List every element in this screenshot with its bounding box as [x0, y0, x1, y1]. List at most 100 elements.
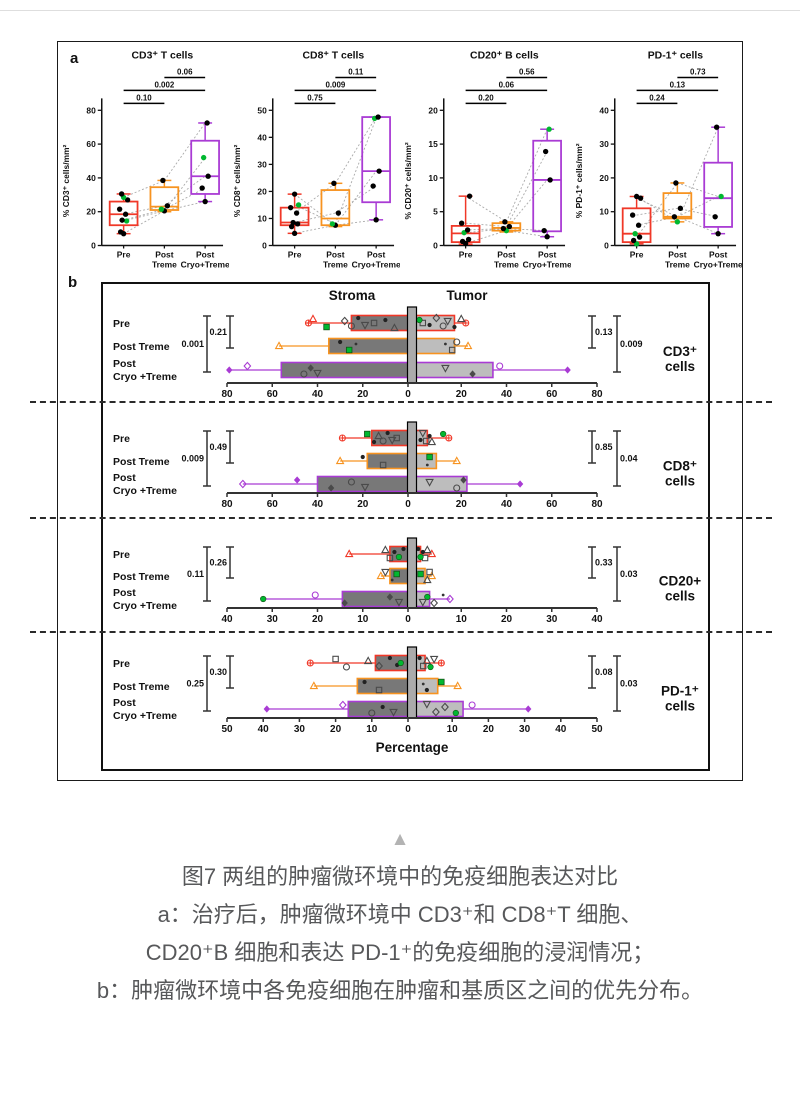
svg-text:30: 30 — [257, 159, 267, 169]
row-cd3-dist-0: Pre — [113, 313, 470, 332]
points-0 — [458, 193, 473, 247]
svg-text:Treme: Treme — [152, 259, 177, 269]
svg-text:0.25: 0.25 — [186, 679, 204, 689]
svg-text:0: 0 — [433, 240, 438, 250]
svg-text:10: 10 — [366, 724, 378, 735]
svg-text:0.49: 0.49 — [209, 442, 227, 452]
svg-text:20: 20 — [330, 724, 342, 735]
svg-text:0.03: 0.03 — [620, 569, 638, 579]
svg-text:0: 0 — [405, 389, 411, 400]
svg-text:Stroma: Stroma — [329, 288, 376, 303]
points-0 — [629, 193, 644, 247]
dashed-separator-2 — [30, 517, 772, 519]
svg-text:Cryo +Treme: Cryo +Treme — [113, 600, 177, 612]
svg-text:20: 20 — [257, 186, 267, 196]
svg-text:0.06: 0.06 — [177, 68, 193, 77]
svg-text:0: 0 — [91, 240, 96, 250]
svg-text:CD8⁺ T cells: CD8⁺ T cells — [303, 51, 365, 62]
panel-a-boxplots: CD3⁺ T cells % CD3⁺ cells/mm² 0 20 40 60 80 Pre… — [58, 44, 742, 278]
svg-text:Post: Post — [538, 249, 556, 259]
svg-text:10: 10 — [599, 207, 609, 217]
svg-text:CD3⁺ T cells: CD3⁺ T cells — [132, 51, 194, 62]
svg-text:cells: cells — [665, 474, 695, 489]
svg-text:0.11: 0.11 — [187, 569, 204, 579]
boxplot-pd1: PD-1⁺ cells % PD-1⁺ cells/mm² 0 10 20 30 40 Pre… — [574, 51, 742, 270]
svg-text:20: 20 — [428, 105, 438, 115]
svg-text:0: 0 — [405, 614, 411, 625]
row-cd20-dist-0: Pre — [113, 545, 437, 563]
svg-text:0.06: 0.06 — [499, 80, 515, 89]
svg-text:cells: cells — [665, 589, 695, 604]
points-2 — [370, 114, 382, 223]
svg-text:Post: Post — [113, 587, 136, 599]
svg-text:cells: cells — [665, 699, 695, 714]
svg-text:Pre: Pre — [459, 249, 473, 259]
svg-text:Cryo+Treme: Cryo+Treme — [694, 259, 742, 269]
boxplot-cd8: CD8⁺ T cells % CD8⁺ cells/mm² 0 10 20 30 40 50 P… — [232, 51, 400, 270]
svg-text:0.13: 0.13 — [595, 327, 613, 337]
svg-text:0.10: 0.10 — [136, 93, 152, 102]
box-1 — [662, 182, 693, 223]
svg-text:Pre: Pre — [113, 549, 130, 561]
zero-divider — [406, 537, 418, 609]
svg-text:40: 40 — [312, 499, 324, 510]
svg-text:% CD8⁺ cells/mm²: % CD8⁺ cells/mm² — [232, 144, 242, 217]
svg-text:% CD3⁺ cells/mm²: % CD3⁺ cells/mm² — [61, 144, 71, 217]
svg-text:Cryo +Treme: Cryo +Treme — [113, 485, 177, 497]
caret-up-icon: ▲ — [390, 829, 410, 850]
svg-text:% CD20⁺ cells/mm²: % CD20⁺ cells/mm² — [403, 142, 413, 219]
svg-text:40: 40 — [221, 614, 233, 625]
svg-text:30: 30 — [546, 614, 558, 625]
svg-text:20: 20 — [599, 173, 609, 183]
svg-text:80: 80 — [591, 499, 603, 510]
svg-text:Cryo+Treme: Cryo+Treme — [352, 259, 400, 269]
svg-text:CD20⁺ B cells: CD20⁺ B cells — [470, 51, 539, 62]
svg-text:50: 50 — [221, 724, 233, 735]
svg-text:0.11: 0.11 — [348, 68, 364, 77]
svg-text:10: 10 — [357, 614, 369, 625]
svg-text:20: 20 — [86, 207, 96, 217]
caption-line-3: CD20⁺B 细胞和表达 PD-1⁺的免疫细胞的浸润情况； — [145, 940, 655, 965]
box-1 — [320, 182, 351, 228]
svg-text:0.08: 0.08 — [595, 667, 613, 677]
svg-text:CD3⁺: CD3⁺ — [663, 344, 697, 359]
svg-text:60: 60 — [86, 139, 96, 149]
svg-text:60: 60 — [267, 389, 279, 400]
svg-text:0.30: 0.30 — [209, 667, 227, 677]
svg-text:20: 20 — [456, 499, 468, 510]
svg-text:Post: Post — [668, 249, 686, 259]
svg-text:Post: Post — [367, 249, 385, 259]
svg-text:Pre: Pre — [288, 249, 302, 259]
svg-text:Pre: Pre — [113, 318, 130, 330]
points-2 — [199, 120, 211, 205]
box-0 — [450, 195, 481, 245]
svg-text:20: 20 — [357, 499, 369, 510]
svg-text:cells: cells — [665, 359, 695, 374]
svg-text:0: 0 — [405, 724, 411, 735]
svg-text:40: 40 — [555, 724, 567, 735]
svg-text:0.21: 0.21 — [209, 327, 227, 337]
svg-text:20: 20 — [456, 389, 468, 400]
svg-text:0.24: 0.24 — [649, 93, 665, 102]
svg-text:% PD-1⁺ cells/mm²: % PD-1⁺ cells/mm² — [574, 143, 584, 218]
box-2 — [532, 128, 562, 238]
panel-a-label: a — [70, 50, 79, 67]
svg-text:0.009: 0.009 — [325, 80, 345, 89]
points-2 — [712, 124, 724, 237]
figure-caption: 图7 两组的肿瘤微环境中的免疫细胞表达对比 a：治疗后，肿瘤微环境中 CD3⁺和… — [0, 858, 800, 1010]
row-cd8-dist-1: Post Treme — [113, 452, 462, 470]
dashed-separator-3 — [30, 631, 772, 633]
svg-text:Cryo+Treme: Cryo+Treme — [523, 259, 571, 269]
svg-text:Cryo+Treme: Cryo+Treme — [181, 259, 229, 269]
panel-b-label: b — [68, 274, 78, 291]
svg-text:Pre: Pre — [113, 433, 130, 445]
boxplot-cd3: CD3⁺ T cells % CD3⁺ cells/mm² 0 20 40 60 80 Pre… — [61, 51, 229, 270]
svg-text:Post: Post — [113, 358, 136, 370]
patient-links — [465, 129, 548, 244]
